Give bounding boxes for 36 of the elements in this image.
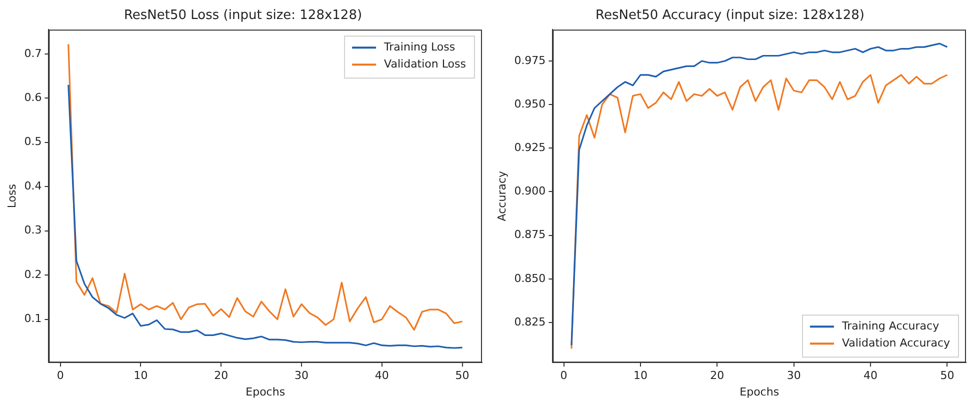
x-tick-label: 0 [560,369,568,382]
x-tick-label: 30 [294,369,309,382]
legend-label: Training Loss [383,40,456,54]
y-tick-label: 0.7 [24,46,42,60]
legend-label: Training Accuracy [840,319,940,332]
y-tick-label: 0.2 [24,268,42,281]
y-tick-label: 0.825 [514,315,546,328]
y-tick-label: 0.5 [24,135,42,148]
x-tick-label: 10 [134,369,148,382]
x-tick-label: 30 [786,369,801,382]
y-tick-label: 0.925 [514,141,546,154]
x-tick-label: 40 [864,369,878,382]
y-tick-label: 0.900 [514,184,546,198]
x-tick-label: 50 [455,369,470,382]
y-tick-label: 0.975 [514,54,546,67]
chart-title: ResNet50 Accuracy (input size: 128x128) [596,8,864,24]
x-tick-label: 20 [214,369,228,382]
x-tick-label: 0 [56,369,64,382]
x-tick-label: 40 [374,369,389,382]
legend-label: Validation Accuracy [842,336,950,350]
legend-label: Validation Loss [384,57,466,70]
y-tick-label: 0.950 [514,97,546,110]
y-axis-title: Accuracy [495,170,508,222]
y-axis-title: Loss [5,184,18,208]
x-tick-label: 10 [633,369,648,382]
y-tick-label: 0.850 [514,272,546,285]
x-axis-title: Epochs [740,385,780,398]
x-tick-label: 20 [710,369,724,382]
x-axis-title: Epochs [246,385,286,398]
y-tick-label: 0.1 [24,312,42,326]
chart-title: ResNet50 Loss (input size: 128x128) [124,8,362,24]
y-tick-label: 0.4 [24,179,42,192]
y-tick-label: 0.875 [514,228,546,242]
y-tick-label: 0.6 [24,91,42,104]
x-tick-label: 50 [940,369,954,382]
y-tick-label: 0.3 [24,224,42,237]
